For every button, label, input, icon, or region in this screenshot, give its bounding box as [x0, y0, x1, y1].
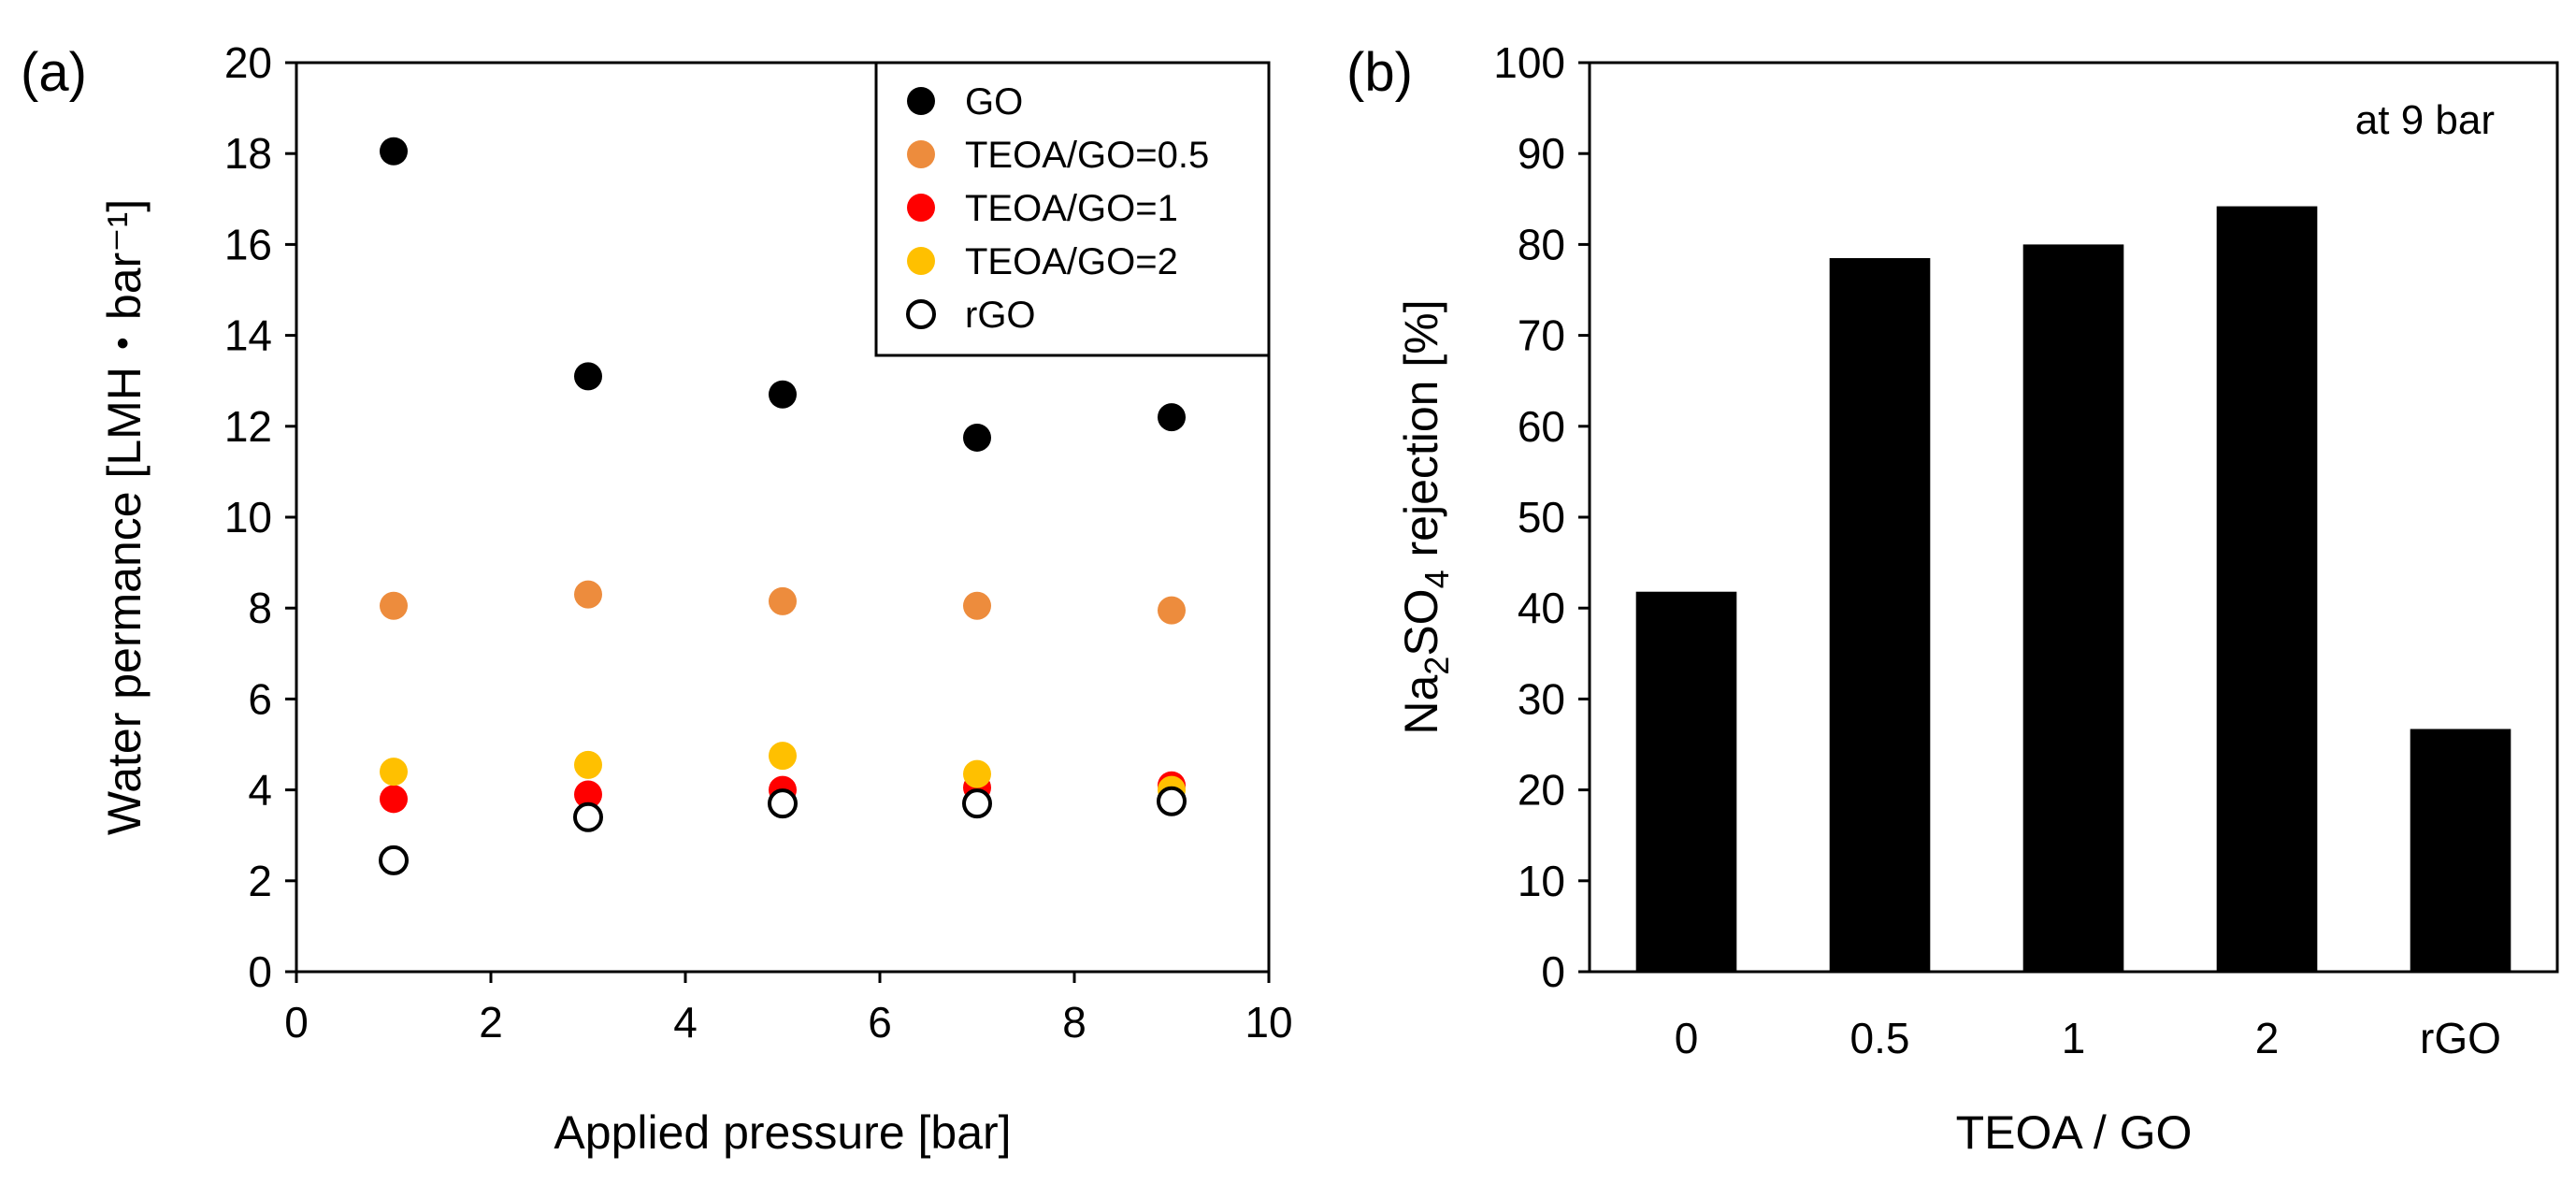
- y-tick-label: 20: [224, 38, 272, 87]
- legend-marker: [907, 194, 935, 222]
- y-tick-label: 14: [224, 311, 272, 360]
- panel-b-annotation: at 9 bar: [2355, 97, 2495, 143]
- data-point-go: [1158, 403, 1186, 432]
- data-point-go: [769, 380, 797, 409]
- panel-b-label: (b): [1346, 42, 1413, 103]
- panel-b-bars: [1635, 206, 2511, 973]
- data-point-teoa-go-2: [963, 759, 991, 788]
- panel-a: (a) 0 2 4 6 8 10 12 14 16 18 20 0 2 4 6 8 10 Water perm…: [21, 38, 1293, 1159]
- y-tick-label: 2: [248, 857, 272, 905]
- legend-label: TEOA/GO=2: [965, 241, 1178, 282]
- x-tick-label: 2: [479, 998, 503, 1047]
- data-point-go: [574, 362, 602, 391]
- y-tick-label: 70: [1518, 311, 1565, 360]
- data-point-teoa-go-0-5: [963, 591, 991, 620]
- y-tick-label: 80: [1518, 220, 1565, 268]
- data-point-teoa-go-0-5: [769, 586, 797, 615]
- y-tick-label: 4: [248, 766, 272, 815]
- panel-b-x-axis: 0 0.5 1 2 rGO: [1675, 1014, 2501, 1062]
- bar-0-5: [1829, 257, 1931, 973]
- legend-marker: [907, 87, 935, 115]
- y-tick-label: 10: [1518, 857, 1565, 905]
- data-point-teoa-go-2: [769, 742, 797, 771]
- x-tick-label: rGO: [2420, 1014, 2501, 1062]
- y-tick-label: 18: [224, 129, 272, 178]
- x-tick-label: 2: [2255, 1014, 2280, 1062]
- panel-b: (b) 0 10 20 30 40 50 60 70 80 90 100 0 0.5 1 2 rGO Na2…: [1346, 38, 2559, 1159]
- panel-a-legend: GO TEOA/GO=0.5 TEOA/GO=1 TEOA/GO=2 rGO: [874, 61, 1271, 357]
- y-tick-label: 16: [224, 220, 272, 268]
- legend-marker: [906, 299, 936, 329]
- y-tick-label: 50: [1518, 493, 1565, 541]
- panel-a-x-axis-label: Applied pressure [bar]: [554, 1106, 1011, 1159]
- x-tick-label: 4: [673, 998, 698, 1047]
- data-point-teoa-go-1: [380, 785, 408, 814]
- data-point-teoa-go-0-5: [380, 591, 408, 620]
- legend-label: TEOA/GO=1: [965, 188, 1178, 229]
- panel-a-x-axis: 0 2 4 6 8 10: [284, 972, 1293, 1047]
- bar-1: [2022, 244, 2124, 972]
- y-tick-label: 10: [224, 493, 272, 541]
- y-tick-label: 30: [1518, 674, 1565, 723]
- x-tick-label: 0: [1675, 1014, 1699, 1062]
- bar-0: [1635, 591, 1737, 972]
- data-point-teoa-go-2: [380, 758, 408, 787]
- y-tick-label: 6: [248, 674, 272, 723]
- y-tick-label: 60: [1518, 402, 1565, 451]
- data-point-teoa-go-0-5: [574, 580, 602, 609]
- y-tick-label: 40: [1518, 584, 1565, 632]
- data-point-rgo: [768, 788, 798, 819]
- y-tick-label: 0: [1541, 947, 1565, 996]
- panel-b-y-axis: 0 10 20 30 40 50 60 70 80 90 100: [1493, 38, 1590, 996]
- panel-a-data-points: [379, 137, 1187, 875]
- y-tick-label: 12: [224, 402, 272, 451]
- data-point-teoa-go-0-5: [1158, 596, 1186, 625]
- y-tick-label: 0: [248, 947, 272, 996]
- legend-label: TEOA/GO=0.5: [965, 135, 1209, 176]
- legend-marker: [907, 247, 935, 275]
- data-point-go: [963, 423, 991, 452]
- data-point-teoa-go-1: [574, 780, 602, 809]
- data-point-rgo: [962, 788, 992, 819]
- x-tick-label: 1: [2062, 1014, 2086, 1062]
- y-tick-label: 100: [1493, 38, 1565, 87]
- y-tick-label: 8: [248, 584, 272, 632]
- panel-b-x-axis-label: TEOA / GO: [1956, 1106, 2193, 1159]
- data-point-rgo: [379, 845, 409, 875]
- x-tick-label: 0.5: [1850, 1014, 1910, 1062]
- bar-rgo: [2410, 729, 2511, 972]
- x-tick-label: 10: [1245, 998, 1292, 1047]
- y-tick-label: 20: [1518, 766, 1565, 815]
- x-tick-label: 6: [868, 998, 892, 1047]
- data-point-go: [380, 137, 408, 166]
- y-tick-label: 90: [1518, 129, 1565, 178]
- panel-a-label: (a): [21, 42, 87, 103]
- panel-b-y-axis-label: Na2SO4 rejection [%]: [1395, 299, 1456, 734]
- x-tick-label: 8: [1062, 998, 1087, 1047]
- data-point-teoa-go-2: [574, 750, 602, 779]
- legend-box: [874, 61, 1271, 357]
- legend-marker: [907, 140, 935, 168]
- bar-2: [2216, 206, 2318, 973]
- legend-label: rGO: [965, 295, 1036, 336]
- data-point-rgo: [1157, 786, 1187, 816]
- x-tick-label: 0: [284, 998, 309, 1047]
- panel-a-y-axis-label: Water permance [LMH・bar⁻¹]: [98, 199, 151, 835]
- panel-a-y-axis: 0 2 4 6 8 10 12 14 16 18 20: [224, 38, 296, 996]
- legend-label: GO: [965, 81, 1023, 123]
- data-point-rgo: [573, 801, 603, 832]
